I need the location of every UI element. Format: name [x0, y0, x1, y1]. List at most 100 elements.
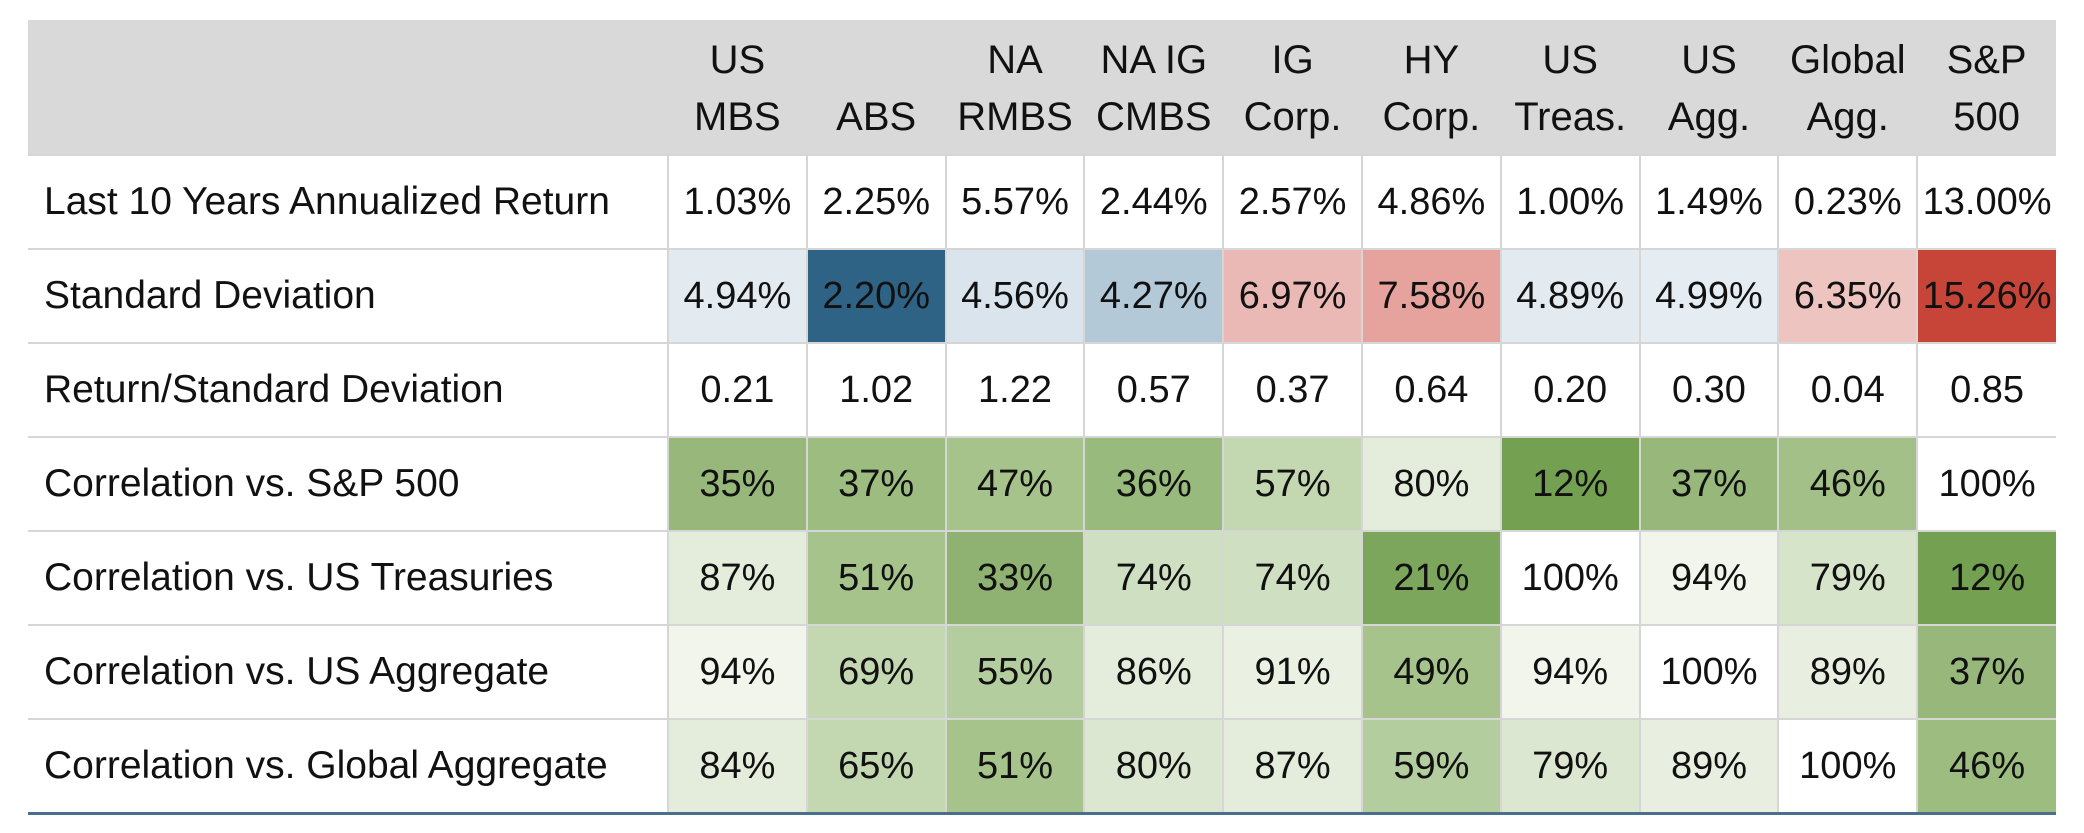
- column-header-6: US Treas.: [1500, 20, 1640, 155]
- data-cell: 46%: [1778, 436, 1919, 531]
- table-row: Correlation vs. US Aggregate 94% 69% 55% 86%…: [28, 624, 2056, 719]
- table-row: Standard Deviation 4.94% 2.20% 4.56% 4.27% 6.…: [28, 248, 2056, 343]
- data-cell: 87%: [1223, 718, 1363, 815]
- data-cell: 74%: [1223, 530, 1363, 625]
- data-cell: 0.30: [1639, 342, 1780, 437]
- column-header-line2: Corp.: [1382, 95, 1481, 139]
- data-cell: 0.23%: [1778, 154, 1919, 249]
- data-cell: 4.27%: [1084, 248, 1225, 343]
- data-cell: 80%: [1361, 436, 1502, 531]
- data-cell: 0.20: [1500, 342, 1641, 437]
- column-header-line1: US: [709, 38, 766, 82]
- data-cell: 100%: [1917, 436, 2056, 531]
- data-cell: 86%: [1084, 624, 1225, 719]
- data-cell: 6.97%: [1223, 248, 1363, 343]
- data-cell: 37%: [806, 436, 947, 531]
- column-header-line1: NA IG: [1100, 38, 1208, 82]
- data-cell: 5.57%: [945, 154, 1086, 249]
- data-cell: 87%: [668, 530, 808, 625]
- row-label: Correlation vs. US Treasuries: [28, 530, 669, 625]
- data-cell: 79%: [1778, 530, 1919, 625]
- column-header-line2: 500: [1953, 95, 2020, 139]
- data-cell: 89%: [1639, 718, 1780, 815]
- column-header-5: HY Corp.: [1361, 20, 1501, 155]
- data-cell: 80%: [1084, 718, 1225, 815]
- data-cell: 51%: [945, 718, 1086, 815]
- column-header-2: NA RMBS: [945, 20, 1085, 155]
- column-header-0: US MBS: [668, 20, 807, 155]
- column-header-3: NA IG CMBS: [1084, 20, 1224, 155]
- column-header-line1: US: [1681, 38, 1737, 82]
- data-cell: 55%: [945, 624, 1086, 719]
- data-cell: 47%: [945, 436, 1086, 531]
- data-cell: 46%: [1917, 718, 2056, 815]
- column-header-1: ABS: [806, 20, 946, 155]
- table-row: Correlation vs. S&P 500 35% 37% 47% 36% 57% 80…: [28, 436, 2056, 531]
- data-cell: 69%: [806, 624, 947, 719]
- row-label: Correlation vs. S&P 500: [28, 436, 669, 531]
- table-row: Last 10 Years Annualized Return 1.03% 2.25…: [28, 154, 2056, 249]
- column-header-line2: Corp.: [1243, 95, 1342, 139]
- data-cell: 13.00%: [1917, 154, 2056, 249]
- data-cell: 1.22: [945, 342, 1086, 437]
- table-row: Correlation vs. US Treasuries 87% 51% 33% 74…: [28, 530, 2056, 625]
- table-row: Return/Standard Deviation 0.21 1.02 1.22 0.5…: [28, 342, 2056, 437]
- data-cell: 2.57%: [1223, 154, 1363, 249]
- data-cell: 6.35%: [1778, 248, 1919, 343]
- data-cell: 91%: [1223, 624, 1363, 719]
- row-label: Correlation vs. Global Aggregate: [28, 718, 669, 815]
- data-cell: 84%: [668, 718, 808, 815]
- data-cell: 1.00%: [1500, 154, 1641, 249]
- data-cell: 94%: [1500, 624, 1641, 719]
- data-cell: 4.99%: [1639, 248, 1780, 343]
- corner-header-cell: [28, 20, 668, 155]
- data-cell: 100%: [1778, 718, 1919, 815]
- column-header-line1: HY: [1403, 38, 1460, 82]
- data-cell: 4.89%: [1500, 248, 1641, 343]
- data-cell: 37%: [1639, 436, 1780, 531]
- column-header-line1: IG: [1271, 38, 1314, 82]
- column-header-line2: MBS: [694, 95, 781, 139]
- row-label: Correlation vs. US Aggregate: [28, 624, 669, 719]
- data-cell: 0.37: [1223, 342, 1363, 437]
- row-label: Standard Deviation: [28, 248, 669, 343]
- column-header-line1: NA: [987, 38, 1043, 82]
- data-cell: 33%: [945, 530, 1086, 625]
- column-header-line1: Global: [1789, 38, 1906, 82]
- column-header-line2: ABS: [836, 95, 917, 139]
- data-cell: 0.04: [1778, 342, 1919, 437]
- data-cell: 59%: [1361, 718, 1502, 815]
- data-cell: 35%: [668, 436, 808, 531]
- column-header-line2: Agg.: [1806, 95, 1889, 139]
- table-row: Correlation vs. Global Aggregate 84% 65% 51…: [28, 718, 2056, 815]
- data-cell: 57%: [1223, 436, 1363, 531]
- data-cell: 4.94%: [668, 248, 808, 343]
- data-cell: 94%: [668, 624, 808, 719]
- data-cell: 100%: [1639, 624, 1780, 719]
- data-cell: 2.20%: [806, 248, 947, 343]
- data-cell: 12%: [1500, 436, 1641, 531]
- data-cell: 1.49%: [1639, 154, 1780, 249]
- column-header-line2: Agg.: [1667, 95, 1751, 139]
- table-body: Last 10 Years Annualized Return 1.03% 2.25…: [28, 154, 2056, 815]
- data-cell: 51%: [806, 530, 947, 625]
- data-cell: 1.02: [806, 342, 947, 437]
- column-header-row: US MBS ABS NA RMBS NA IG CMBS IG Corp. HY Corp. US…: [28, 20, 2056, 155]
- data-cell: 74%: [1084, 530, 1225, 625]
- performance-table-container: US MBS ABS NA RMBS NA IG CMBS IG Corp. HY Corp. US…: [28, 20, 2056, 815]
- column-header-9: S&P 500: [1917, 20, 2056, 155]
- data-cell: 100%: [1500, 530, 1641, 625]
- data-cell: 0.57: [1084, 342, 1225, 437]
- data-cell: 21%: [1361, 530, 1502, 625]
- column-header-line2: Treas.: [1514, 95, 1627, 139]
- row-label: Return/Standard Deviation: [28, 342, 669, 437]
- row-label: Last 10 Years Annualized Return: [28, 154, 669, 249]
- data-cell: 49%: [1361, 624, 1502, 719]
- data-cell: 65%: [806, 718, 947, 815]
- performance-heatmap-table: US MBS ABS NA RMBS NA IG CMBS IG Corp. HY Corp. US…: [28, 20, 2056, 815]
- data-cell: 15.26%: [1917, 248, 2056, 343]
- column-header-line1: S&P: [1946, 38, 2027, 82]
- data-cell: 7.58%: [1361, 248, 1502, 343]
- column-header-line2: CMBS: [1096, 95, 1212, 139]
- data-cell: 79%: [1500, 718, 1641, 815]
